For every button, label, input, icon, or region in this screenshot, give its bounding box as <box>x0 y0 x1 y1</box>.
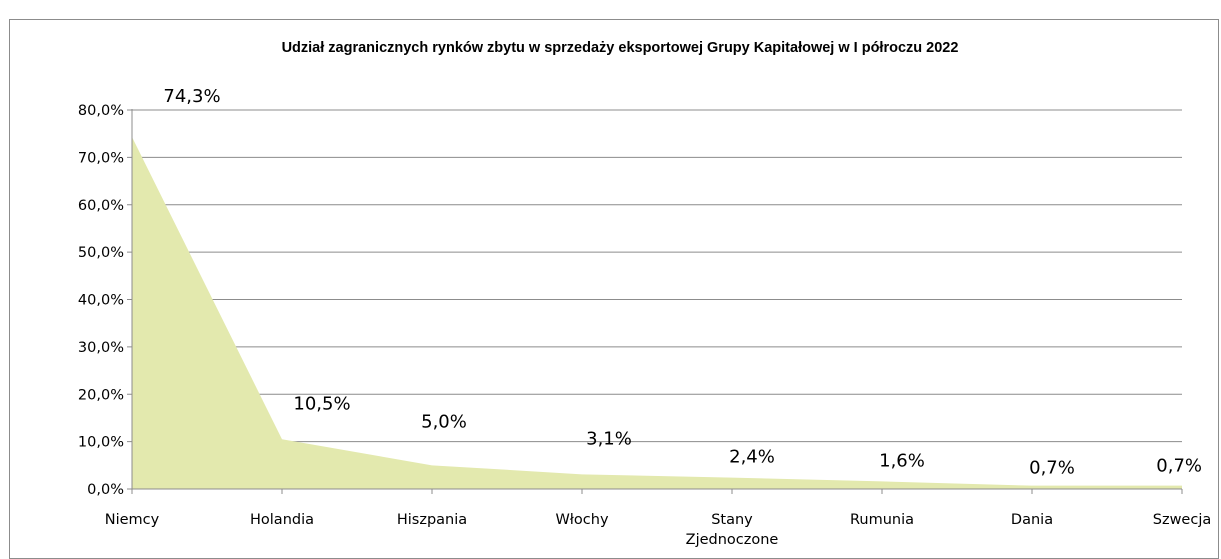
data-label-5: 1,6% <box>879 450 925 471</box>
y-tick-label-3: 30,0% <box>78 340 124 356</box>
data-label-6: 0,7% <box>1029 458 1075 479</box>
x-tick-labels: Niemcy Holandia Hiszpania Włochy Stany Zjedno… <box>105 512 1211 548</box>
y-tick-label-4: 40,0% <box>78 293 124 309</box>
y-tick-label-8: 80,0% <box>78 103 124 119</box>
x-tick-label-2: Hiszpania <box>397 512 467 528</box>
x-tick-label-5: Rumunia <box>850 512 914 528</box>
data-label-7: 0,7% <box>1156 456 1202 477</box>
y-tick-label-5: 50,0% <box>78 245 124 261</box>
y-tick-label-0: 0,0% <box>87 482 124 498</box>
x-tick-label-0: Niemcy <box>105 512 160 528</box>
x-tick-label-4-0: Stany <box>711 512 753 528</box>
data-label-1: 10,5% <box>293 393 350 414</box>
data-label-2: 5,0% <box>421 411 467 432</box>
x-tick-label-6: Dania <box>1011 512 1053 528</box>
y-tick-label-1: 10,0% <box>78 435 124 451</box>
y-tick-label-7: 70,0% <box>78 150 124 166</box>
data-label-4: 2,4% <box>729 447 775 468</box>
area-fill <box>132 137 1182 489</box>
data-label-0: 74,3% <box>163 86 220 107</box>
data-labels: 74,3% 10,5% 5,0% 3,1% 2,4% 1,6% 0,7% 0,7% <box>163 86 1202 479</box>
y-tick-label-2: 20,0% <box>78 387 124 403</box>
chart-title: Udział zagranicznych rynków zbytu w sprz… <box>282 40 959 56</box>
data-label-3: 3,1% <box>586 428 632 449</box>
area-series <box>132 137 1182 489</box>
x-tick-label-7: Szwecja <box>1153 512 1211 528</box>
x-tick-label-4-1: Zjednoczone <box>686 532 779 548</box>
axes <box>127 109 1182 494</box>
y-tick-labels: 0,0% 10,0% 20,0% 30,0% 40,0% 50,0% 60,0% 70,0% 8… <box>78 103 124 498</box>
y-tick-label-6: 60,0% <box>78 198 124 214</box>
x-tick-label-3: Włochy <box>555 512 608 528</box>
gridlines <box>132 110 1182 442</box>
x-tick-label-1: Holandia <box>250 512 314 528</box>
